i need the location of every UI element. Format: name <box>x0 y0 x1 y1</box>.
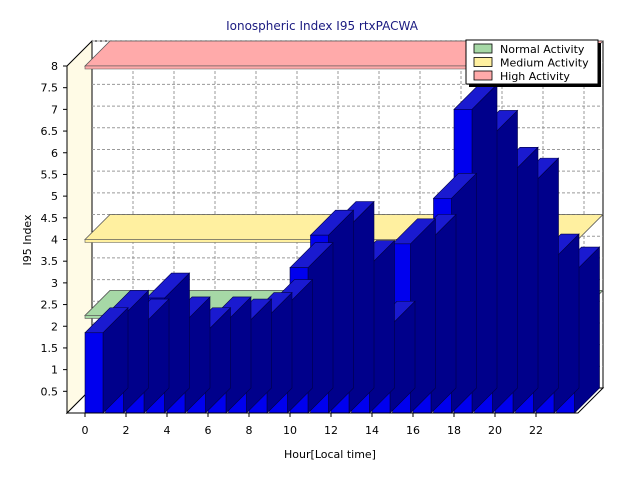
x-tick-label: 14 <box>365 424 379 437</box>
legend-swatch-medium-activity <box>473 57 493 67</box>
bar-front <box>84 332 104 414</box>
x-tick-label: 2 <box>123 424 130 437</box>
x-tick-label: 20 <box>488 424 502 437</box>
y-tick-label: 7.5 <box>41 82 59 95</box>
y-tick-label: 3.5 <box>41 255 59 268</box>
y-tick-label: 2.5 <box>41 299 59 312</box>
y-tick-label: 3 <box>51 277 58 290</box>
y-tick-label: 1 <box>51 364 58 377</box>
y-tick-label: 6 <box>51 147 58 160</box>
legend-label-high-activity: High Activity <box>500 70 570 83</box>
chart-title: Ionospheric Index I95 rtxPACWA <box>226 19 419 33</box>
legend-label-medium-activity: Medium Activity <box>500 57 589 70</box>
y-tick-label: 8 <box>51 60 58 73</box>
x-tick-label: 18 <box>447 424 461 437</box>
y-tick-label: 5 <box>51 190 58 203</box>
bar-0 <box>84 307 129 414</box>
y-tick-label: 4 <box>51 234 58 247</box>
x-tick-label: 4 <box>164 424 171 437</box>
y-tick-label: 6.5 <box>41 125 59 138</box>
x-tick-label: 10 <box>283 424 297 437</box>
x-tick-label: 16 <box>406 424 420 437</box>
y-tick-label: 0.5 <box>41 385 59 398</box>
x-tick-label: 8 <box>246 424 253 437</box>
y-tick-label: 5.5 <box>41 168 59 181</box>
legend-swatch-high-activity <box>473 70 493 81</box>
legend-label-normal-activity: Normal Activity <box>500 43 585 56</box>
x-tick-label: 22 <box>529 424 543 437</box>
x-axis-label: Hour[Local time] <box>284 448 376 461</box>
y-tick-label: 4.5 <box>41 212 59 225</box>
x-tick-label: 0 <box>82 424 89 437</box>
x-tick-label: 12 <box>324 424 338 437</box>
chart-axes: 0.5 1 1.5 2 2.5 3 3.5 4 4.5 5 5.5 6 6.5 7 7.5 8 0 2 4 6 8 10 1… <box>41 60 578 437</box>
y-tick-label: 2 <box>51 320 58 333</box>
y-tick-label: 7 <box>51 103 58 116</box>
bar-series <box>84 83 601 414</box>
bar-15 <box>391 218 437 414</box>
y-tick-label: 1.5 <box>41 342 59 355</box>
legend-swatch-normal-activity <box>473 43 493 54</box>
x-tick-label: 6 <box>205 424 212 437</box>
y-axis-label: I95 Index <box>21 214 34 266</box>
